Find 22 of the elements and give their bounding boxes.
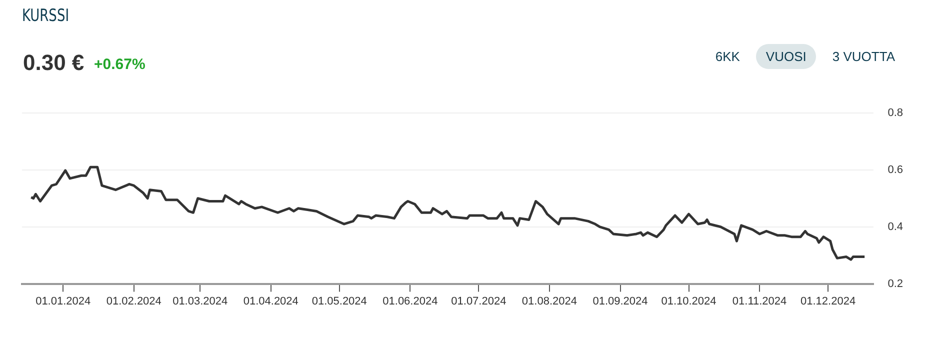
x-tick-label: 01.11.2024 <box>732 295 787 308</box>
x-tick-label: 01.08.2024 <box>522 295 577 308</box>
x-tick-label: 01.01.2024 <box>36 295 91 308</box>
x-tick-label: 01.02.2024 <box>106 295 162 308</box>
y-tick-label: 0.4 <box>888 220 904 233</box>
text: +0.67% <box>94 56 146 73</box>
chart-subtitle: 0.30 € <box>23 50 84 76</box>
x-tick-label: 01.04.2024 <box>243 295 298 308</box>
y-tick-label: 0.8 <box>888 107 904 120</box>
x-tick-label: 01.09.2024 <box>592 295 648 308</box>
text: 3 VUOTTA <box>831 48 896 66</box>
x-tick-label: 01.10.2024 <box>661 295 716 308</box>
text: VUOSI <box>756 44 816 69</box>
x-tick-label: 01.05.2024 <box>312 295 367 308</box>
x-tick-label: 01.06.2024 <box>382 295 438 308</box>
text: 6KK <box>714 48 741 66</box>
x-tick-label: 01.07.2024 <box>451 295 506 308</box>
y-tick-label: 0.6 <box>888 164 904 176</box>
x-tick-label: 01.12.2024 <box>800 295 856 308</box>
chart-title: KURSSI <box>22 6 70 26</box>
y-tick-label: 0.2 <box>888 278 904 290</box>
x-tick-label: 01.03.2024 <box>172 295 228 308</box>
